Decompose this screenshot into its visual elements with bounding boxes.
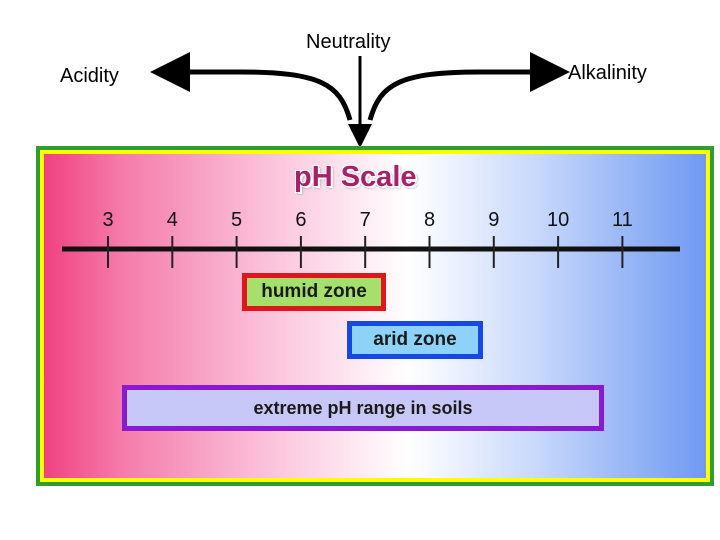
tick-label-9: 9 (488, 209, 499, 231)
arid-zone-box: arid zone (347, 321, 483, 359)
tick-label-10: 10 (547, 209, 569, 231)
tick-label-7: 7 (360, 209, 371, 231)
acidity-label: Acidity (60, 65, 119, 87)
tick-label-11: 11 (612, 209, 633, 231)
alkalinity-label: Alkalinity (568, 62, 647, 84)
tick-label-3: 3 (102, 209, 113, 231)
alkalinity-arrow (367, 52, 570, 121)
direction-arrows (150, 52, 570, 148)
extreme-ph-range-box: extreme pH range in soils (122, 385, 604, 431)
ph-scale-title: pH Scale (294, 161, 417, 193)
humid-zone-box: humid zone (242, 273, 386, 311)
tick-label-4: 4 (167, 209, 178, 231)
neutrality-label: Neutrality (306, 31, 391, 53)
tick-label-6: 6 (295, 209, 306, 231)
tick-label-8: 8 (424, 209, 435, 231)
tick-label-5: 5 (231, 209, 242, 231)
acidity-arrow (150, 52, 353, 121)
